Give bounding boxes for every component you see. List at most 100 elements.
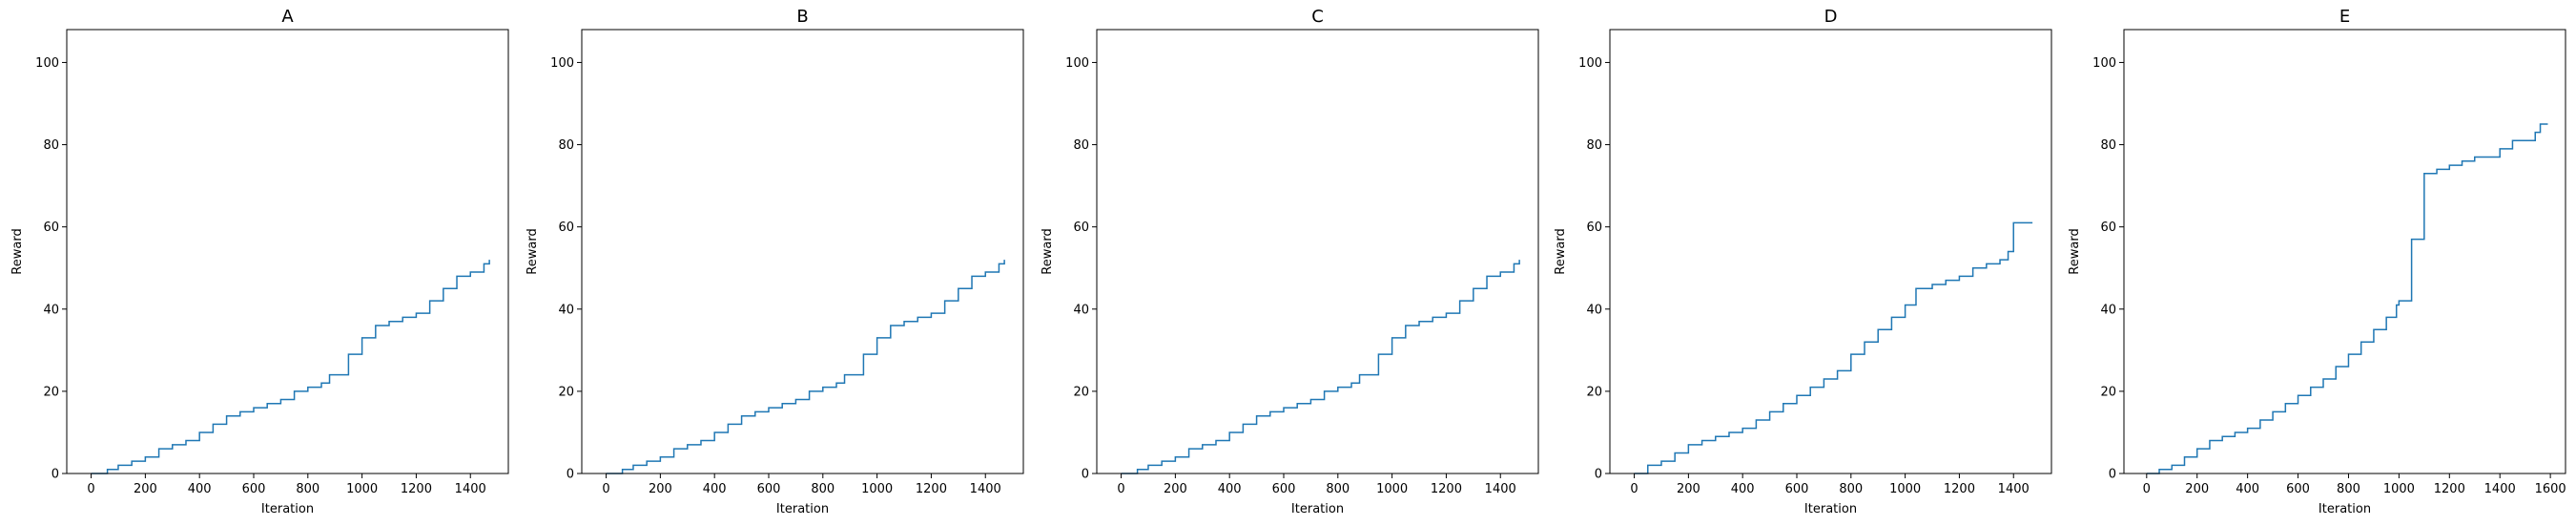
panel-title: B xyxy=(796,7,808,27)
y-tick-label: 0 xyxy=(567,468,574,482)
y-tick-label: 100 xyxy=(35,56,59,71)
x-tick-label: 1400 xyxy=(2484,482,2516,496)
y-tick-label: 40 xyxy=(1073,303,1089,317)
x-tick-label: 0 xyxy=(87,482,94,496)
series-line xyxy=(606,260,1005,474)
y-tick-label: 100 xyxy=(550,56,574,71)
x-tick-label: 400 xyxy=(188,482,212,496)
x-tick-label: 1200 xyxy=(1944,482,1975,496)
y-tick-label: 100 xyxy=(1065,56,1089,71)
x-tick-label: 600 xyxy=(1785,482,1809,496)
x-tick-label: 1200 xyxy=(401,482,432,496)
panel-title: C xyxy=(1311,7,1324,27)
y-tick-label: 20 xyxy=(558,385,574,399)
y-axis-label: Reward xyxy=(10,228,25,274)
x-tick-label: 800 xyxy=(811,482,835,496)
x-tick-label: 400 xyxy=(1218,482,1242,496)
panel-D: 0 200 400 600 800 1000 1200 1400 0 20 40 60 80 100 D It… xyxy=(1554,7,2052,516)
series-line xyxy=(91,260,490,474)
y-tick-label: 0 xyxy=(1595,468,1602,482)
x-tick-label: 800 xyxy=(1839,482,1863,496)
x-axis-label: Iteration xyxy=(2318,502,2371,516)
plot-frame xyxy=(581,29,1024,474)
x-axis-label: Iteration xyxy=(776,502,829,516)
panel-B: 0 200 400 600 800 1000 1200 1400 0 20 40 60 80 100 B It… xyxy=(526,7,1024,516)
x-tick-label: 400 xyxy=(1731,482,1755,496)
x-tick-label: 1200 xyxy=(916,482,947,496)
plot-frame xyxy=(1609,29,2052,474)
y-tick-label: 20 xyxy=(1073,385,1089,399)
x-tick-label: 1400 xyxy=(1998,482,2030,496)
x-tick-label: 1200 xyxy=(1431,482,1462,496)
x-tick-label: 600 xyxy=(242,482,266,496)
y-tick-label: 80 xyxy=(2100,138,2116,153)
y-tick-label: 60 xyxy=(1073,221,1089,235)
x-tick-label: 0 xyxy=(2143,482,2151,496)
y-axis-label: Reward xyxy=(2068,228,2082,274)
x-tick-label: 1400 xyxy=(1485,482,1516,496)
panel-E: 0 200 400 600 800 1000 1200 1400 1600 0 20 40 60 80 10… xyxy=(2068,7,2566,516)
x-tick-label: 1400 xyxy=(970,482,1001,496)
x-tick-label: 1000 xyxy=(1376,482,1408,496)
x-tick-label: 400 xyxy=(2236,482,2259,496)
x-tick-label: 0 xyxy=(602,482,609,496)
y-tick-label: 40 xyxy=(43,303,59,317)
x-tick-label: 200 xyxy=(1677,482,1700,496)
y-tick-label: 80 xyxy=(1073,138,1089,153)
y-tick-label: 60 xyxy=(43,221,59,235)
x-tick-label: 200 xyxy=(1164,482,1187,496)
y-tick-label: 80 xyxy=(43,138,59,153)
x-tick-label: 1200 xyxy=(2434,482,2465,496)
plot-frame xyxy=(2123,29,2566,474)
x-tick-label: 200 xyxy=(649,482,672,496)
y-tick-label: 40 xyxy=(558,303,574,317)
x-tick-label: 200 xyxy=(134,482,157,496)
y-tick-label: 80 xyxy=(558,138,574,153)
y-tick-label: 20 xyxy=(1586,385,1602,399)
series-line xyxy=(1121,260,1520,474)
x-tick-label: 1000 xyxy=(861,482,893,496)
y-tick-label: 100 xyxy=(2092,56,2116,71)
x-axis-label: Iteration xyxy=(1291,502,1344,516)
y-tick-label: 60 xyxy=(2100,221,2116,235)
x-tick-label: 0 xyxy=(1630,482,1638,496)
y-tick-label: 20 xyxy=(2100,385,2116,399)
y-tick-label: 0 xyxy=(52,468,59,482)
y-axis-label: Reward xyxy=(1554,228,1568,274)
panel-C: 0 200 400 600 800 1000 1200 1400 0 20 40 60 80 100 C It… xyxy=(1041,7,1539,516)
y-tick-label: 40 xyxy=(2100,303,2116,317)
x-tick-label: 1000 xyxy=(346,482,378,496)
y-tick-label: 0 xyxy=(1082,468,1089,482)
series-line xyxy=(2146,123,2548,474)
panel-title: A xyxy=(281,7,294,27)
x-tick-label: 200 xyxy=(2185,482,2209,496)
x-tick-label: 800 xyxy=(296,482,319,496)
y-tick-label: 60 xyxy=(1586,221,1602,235)
x-tick-label: 800 xyxy=(1326,482,1350,496)
panel-A: 0 200 400 600 800 1000 1200 1400 0 20 40 60 80 100 A It… xyxy=(10,7,509,516)
x-tick-label: 400 xyxy=(703,482,727,496)
y-tick-label: 60 xyxy=(558,221,574,235)
x-tick-label: 1600 xyxy=(2535,482,2566,496)
y-axis-label: Reward xyxy=(526,228,540,274)
y-tick-label: 0 xyxy=(2109,468,2116,482)
plot-frame xyxy=(66,29,509,474)
series-line xyxy=(1634,221,2033,474)
y-tick-label: 40 xyxy=(1586,303,1602,317)
x-axis-label: Iteration xyxy=(261,502,314,516)
y-axis-label: Reward xyxy=(1041,228,1055,274)
x-tick-label: 1000 xyxy=(2383,482,2415,496)
panel-title: D xyxy=(1824,7,1838,27)
x-tick-label: 0 xyxy=(1117,482,1124,496)
x-tick-label: 1000 xyxy=(1889,482,1921,496)
y-tick-label: 80 xyxy=(1586,138,1602,153)
x-tick-label: 600 xyxy=(1272,482,1296,496)
panel-title: E xyxy=(2339,7,2350,27)
x-tick-label: 600 xyxy=(2286,482,2310,496)
plot-frame xyxy=(1096,29,1539,474)
x-axis-label: Iteration xyxy=(1804,502,1857,516)
y-tick-label: 100 xyxy=(1578,56,1602,71)
x-tick-label: 600 xyxy=(757,482,781,496)
